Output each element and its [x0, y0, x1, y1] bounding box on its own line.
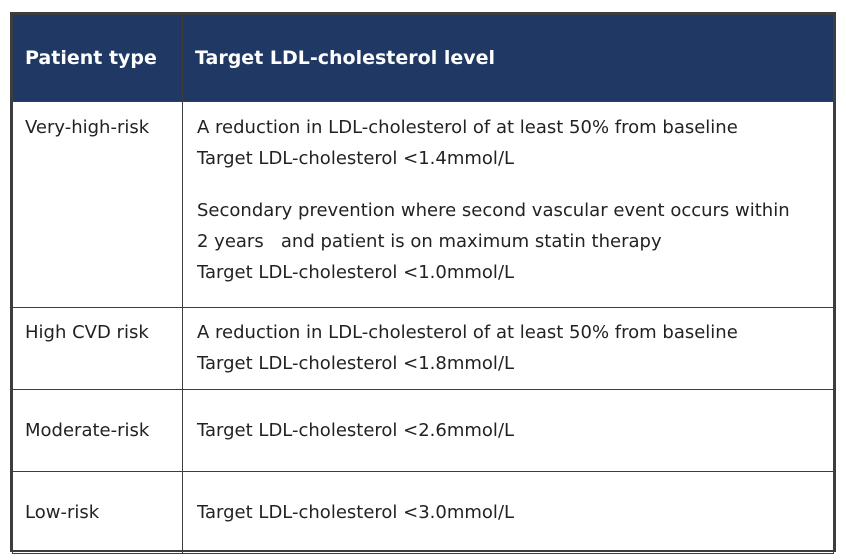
target-line: Target LDL-cholesterol <1.8mmol/L [197, 353, 515, 374]
patient-type-cell: Very-high-risk [12, 101, 183, 308]
target-line: Target LDL-cholesterol <2.6mmol/L [197, 420, 515, 441]
target-paragraph: Secondary prevention where second vascul… [197, 195, 821, 288]
target-paragraph: A reduction in LDL-cholesterol of at lea… [197, 317, 821, 379]
header-patient-type: Patient type [12, 14, 183, 102]
target-line: Target LDL-cholesterol <1.4mmol/L [197, 148, 515, 169]
target-level-cell: A reduction in LDL-cholesterol of at lea… [182, 101, 834, 308]
target-paragraph: Target LDL-cholesterol <2.6mmol/L [197, 415, 821, 446]
target-level-cell: Target LDL-cholesterol <3.0mmol/L [182, 471, 834, 554]
table-row: Moderate-risk Target LDL-cholesterol <2.… [12, 389, 834, 472]
table-header-row: Patient type Target LDL-cholesterol leve… [12, 14, 834, 102]
ldl-target-table: Patient type Target LDL-cholesterol leve… [12, 14, 834, 554]
table-row: Very-high-risk A reduction in LDL-choles… [12, 101, 834, 308]
target-line: Secondary prevention where second vascul… [197, 200, 790, 221]
target-line: A reduction in LDL-cholesterol of at lea… [197, 322, 738, 343]
target-paragraph: Target LDL-cholesterol <3.0mmol/L [197, 497, 821, 528]
target-level-cell: A reduction in LDL-cholesterol of at lea… [182, 307, 834, 390]
patient-type-cell: Moderate-risk [12, 389, 183, 472]
header-target-ldl-level: Target LDL-cholesterol level [182, 14, 834, 102]
patient-type-cell: High CVD risk [12, 307, 183, 390]
target-line: Target LDL-cholesterol <3.0mmol/L [197, 502, 515, 523]
target-line: Target LDL-cholesterol <1.0mmol/L [197, 262, 515, 283]
table-row: Low-risk Target LDL-cholesterol <3.0mmol… [12, 471, 834, 554]
target-level-cell: Target LDL-cholesterol <2.6mmol/L [182, 389, 834, 472]
target-line: A reduction in LDL-cholesterol of at lea… [197, 117, 738, 138]
ldl-target-table-container: Patient type Target LDL-cholesterol leve… [10, 12, 836, 554]
target-line: 2 years and patient is on maximum statin… [197, 231, 662, 252]
patient-type-cell: Low-risk [12, 471, 183, 554]
table-row: High CVD risk A reduction in LDL-cholest… [12, 307, 834, 390]
target-paragraph: A reduction in LDL-cholesterol of at lea… [197, 112, 821, 174]
